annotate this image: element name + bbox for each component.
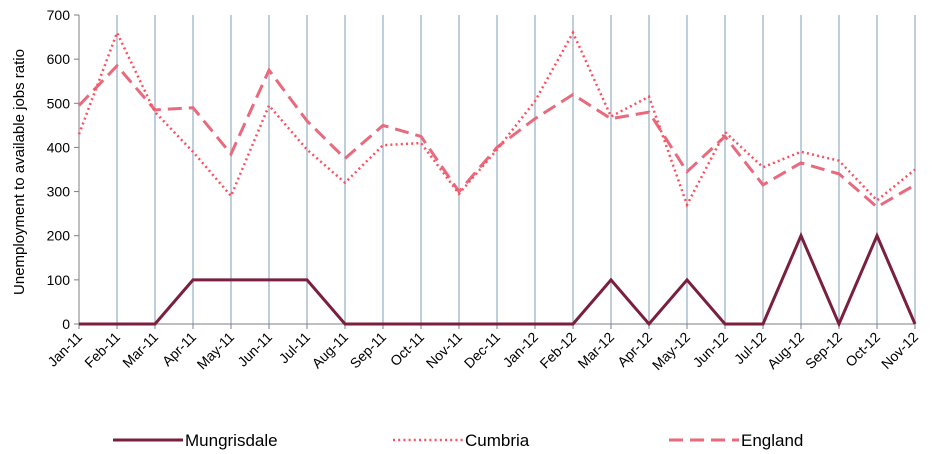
- x-tick-label: Jun-12: [690, 329, 732, 371]
- y-tick-label: 0: [62, 316, 70, 332]
- y-axis-title: Unemployment to available jobs ratio: [11, 49, 28, 295]
- series-line-mungrisdale: [79, 231, 917, 328]
- y-tick-label: 700: [47, 7, 71, 23]
- series-line-cumbria: [77, 29, 916, 208]
- x-tick-label: Jul-11: [276, 329, 314, 367]
- y-tick-label: 300: [47, 184, 71, 200]
- x-tick-label: May-11: [194, 329, 238, 373]
- x-tick-label: May-12: [649, 329, 693, 373]
- x-tick-label: Oct-12: [842, 329, 883, 370]
- x-tick-label: Apr-11: [159, 329, 199, 369]
- x-tick-label: Sep-11: [347, 329, 390, 372]
- legend-label-cumbria: Cumbria: [465, 431, 530, 450]
- vertical-gridlines: [116, 15, 916, 324]
- y-tick-label: 200: [47, 228, 71, 244]
- x-tick-label: Nov-11: [423, 329, 466, 372]
- series-line-england: [77, 63, 916, 209]
- y-axis-tick-labels: 0 100 200 300 400 500 600 700: [47, 7, 71, 332]
- legend: Mungrisdale Cumbria England: [113, 431, 803, 450]
- series-lines: [77, 29, 917, 328]
- y-tick-label: 100: [47, 272, 71, 288]
- y-tick-label: 500: [47, 95, 71, 111]
- x-tick-label: Jan-12: [500, 329, 542, 371]
- x-tick-label: Apr-12: [614, 329, 655, 370]
- x-tick-label: Jan-11: [44, 329, 85, 370]
- x-tick-label: Feb-12: [536, 329, 579, 372]
- x-tick-label: Dec-11: [461, 329, 504, 372]
- x-tick-label: Aug-12: [764, 329, 807, 372]
- axes: [74, 14, 916, 329]
- legend-label-mungrisdale: Mungrisdale: [185, 431, 278, 450]
- y-tick-label: 400: [47, 139, 71, 155]
- y-tick-label: 600: [47, 51, 71, 67]
- x-tick-label: Nov-12: [878, 329, 921, 372]
- x-tick-label: Oct-11: [387, 329, 427, 369]
- x-tick-label: Feb-11: [81, 329, 123, 371]
- x-tick-label: Sep-12: [802, 329, 845, 372]
- x-tick-label: Mar-11: [119, 329, 161, 371]
- x-tick-label: Jun-11: [234, 329, 275, 370]
- legend-label-england: England: [741, 431, 803, 450]
- x-tick-label: Mar-12: [574, 329, 617, 372]
- x-tick-label: Aug-11: [309, 329, 352, 372]
